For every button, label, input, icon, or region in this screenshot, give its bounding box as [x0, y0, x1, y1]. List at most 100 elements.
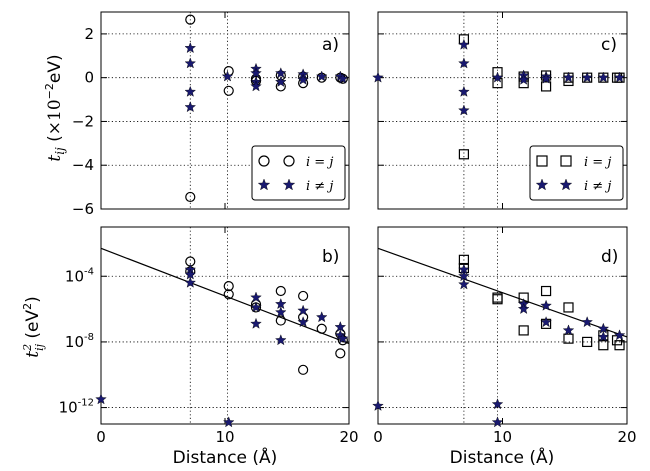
panel-b-point-star	[250, 317, 262, 329]
panel-d-point-star	[458, 278, 470, 290]
panel-b-point-star	[275, 334, 287, 346]
panel-a-point-star	[337, 72, 349, 84]
panel-d-point-star	[540, 299, 552, 311]
panel-a-point-star	[275, 75, 287, 87]
panel-a-ytick-label: −4	[72, 156, 94, 174]
panel-c-point-star	[372, 71, 384, 83]
panel-c-point-star	[458, 38, 470, 50]
panel-d-xtick-label: 20	[617, 428, 636, 446]
panel-b-xtick-label: 0	[96, 428, 106, 446]
panel-a-plot: −6 −4 −2 0 2	[72, 12, 350, 218]
panel-b: 0 10 20 10-12 10-8 10-4 b)	[59, 226, 359, 446]
panel-b-point-star	[337, 332, 349, 344]
panel-a-label: a)	[322, 35, 339, 55]
panel-b-point-star	[297, 304, 309, 316]
panel-c: c)	[372, 11, 628, 210]
panel-d-point-square	[598, 340, 609, 351]
panel-b-point-star	[297, 316, 309, 328]
panel-d-point-square	[563, 302, 574, 313]
svg-text:t2ij (eV2): t2ij (eV2)	[21, 296, 46, 358]
panel-a-ytick-label: 2	[84, 25, 94, 43]
legend-panel-a: i = j i ≠ j	[251, 145, 346, 201]
panel-a-point-circle	[185, 14, 196, 25]
panel-d: 0 10 20 d)	[372, 226, 637, 446]
panel-b-ytick-label: 10-12	[59, 398, 94, 417]
legend-a-marker-circle-1	[258, 155, 270, 167]
panel-a-point-star	[315, 70, 328, 82]
panel-a-point-circle	[185, 191, 196, 203]
panel-b-point-circle	[275, 315, 286, 326]
panel-b-point-star	[95, 393, 107, 405]
panel-d-xtick-label: 10	[493, 428, 512, 446]
panel-d-point-square	[518, 325, 529, 336]
panel-b-point-circle	[298, 364, 309, 375]
legend-c-label-1: i = j	[584, 155, 611, 170]
panel-a-point-star	[184, 85, 197, 97]
panel-d-xtick-label: 0	[373, 428, 383, 446]
panel-c-label: c)	[601, 35, 617, 55]
panel-b-point-star	[250, 291, 262, 303]
panel-b-point-circle	[335, 348, 346, 359]
y-axis-label-bottom: t2ij (eV2)	[21, 296, 46, 358]
legend-c-marker-star-2	[559, 178, 573, 191]
panel-b-point-star	[275, 306, 287, 318]
panel-d-point-star	[517, 303, 530, 314]
panel-b-point-circle	[316, 323, 327, 334]
panel-d-point-square	[582, 336, 593, 348]
panel-c-point-star	[458, 104, 470, 116]
legend-a-marker-circle-2	[283, 155, 295, 167]
panel-b-point-star	[222, 416, 235, 428]
panel-a-point-circle	[223, 85, 234, 96]
panel-c-point-star	[517, 73, 530, 85]
panel-c-point-star	[597, 71, 610, 83]
panel-b-point-circle	[298, 290, 309, 302]
panel-b-point-circle	[275, 285, 286, 297]
panel-c-point-square	[458, 149, 470, 160]
panel-d-point-star	[597, 330, 610, 342]
panel-a-ytick-label: −2	[72, 112, 94, 130]
panel-a-point-star	[184, 57, 197, 69]
panel-d-point-star	[581, 316, 593, 328]
legend-c-label-2: i ≠ j	[584, 179, 611, 194]
panel-a-point-star	[250, 80, 262, 92]
panel-b-ytick-label: 10-8	[65, 332, 94, 351]
panel-d-point-star	[491, 416, 504, 428]
panel-c-point-star	[581, 71, 593, 83]
y-axis-label-top: tij (×10−2eV)	[43, 54, 67, 161]
panel-a-ytick-label: −6	[72, 200, 94, 218]
legend-a-label-1: i = j	[306, 155, 333, 170]
x-axis-label-right: Distance (Å)	[450, 446, 555, 468]
panel-c-point-star	[458, 85, 470, 97]
panel-d-point-square	[492, 294, 503, 305]
panel-d-point-star	[540, 316, 552, 328]
panel-a-point-star	[297, 73, 309, 85]
panel-b-xtick-label: 20	[339, 428, 358, 446]
panel-b-point-circle	[223, 281, 234, 292]
panel-d-label: d)	[601, 247, 618, 267]
legend-a-marker-star-1	[257, 178, 271, 191]
panel-b-ytick-label: 10-4	[65, 266, 94, 285]
panel-a-point-star	[221, 70, 234, 82]
legend-c-marker-star-1	[535, 178, 549, 191]
legend-a-label-2: i ≠ j	[306, 179, 333, 194]
panel-a-point-star	[184, 42, 197, 54]
legend-a-marker-star-2	[282, 178, 296, 191]
x-axis-label-left: Distance (Å)	[173, 446, 278, 468]
panel-d-point-square	[540, 285, 552, 297]
legend-c-marker-square-2	[560, 155, 572, 167]
panel-d-point-star	[562, 324, 575, 336]
panel-d-point-star	[372, 399, 384, 411]
legend-panel-c: i = j i ≠ j	[529, 145, 624, 201]
panel-a-point-star	[250, 67, 262, 79]
panel-d-point-square	[563, 333, 574, 344]
panel-d-point-star	[613, 329, 626, 341]
panel-c-point-star	[458, 57, 470, 69]
panel-c-point-star	[613, 71, 626, 83]
panel-c-point-star	[491, 71, 504, 83]
panel-a-point-star	[275, 67, 287, 79]
panel-a-ytick-label: 0	[84, 69, 94, 87]
panel-b-point-star	[250, 301, 262, 313]
panel-b-xtick-label: 10	[215, 428, 234, 446]
panel-c-point-square	[540, 81, 552, 92]
